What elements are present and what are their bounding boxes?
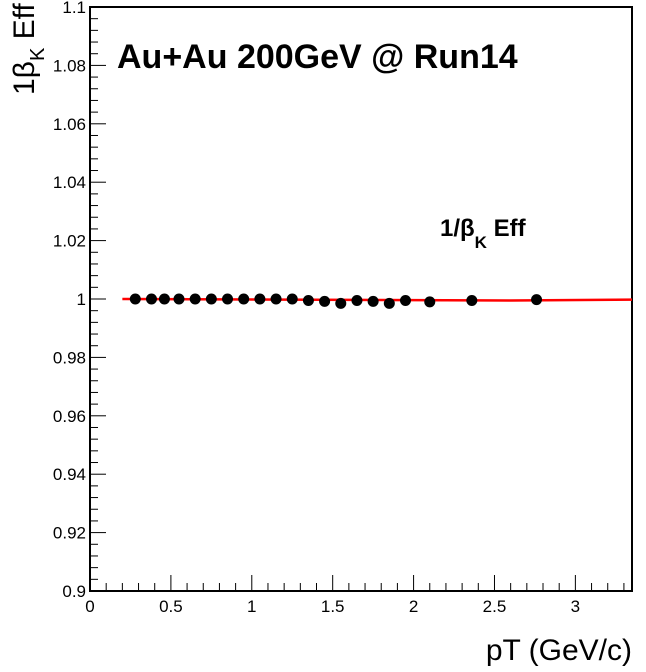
y-tick-label: 0.96 bbox=[53, 407, 86, 426]
axis-ticks bbox=[89, 6, 625, 592]
data-point bbox=[351, 294, 363, 306]
y-tick-label: 0.94 bbox=[53, 465, 86, 484]
y-tick-label: 0.98 bbox=[53, 348, 86, 367]
data-point bbox=[399, 294, 411, 306]
x-tick-label: 3 bbox=[571, 597, 580, 616]
y-axis-title-sub: K bbox=[27, 47, 49, 61]
chart-title: Au+Au 200GeV @ Run14 bbox=[117, 38, 518, 76]
svg-text:1/βK Eff: 1/βK Eff bbox=[440, 215, 527, 252]
data-point bbox=[367, 295, 379, 307]
y-tick-label: 1.02 bbox=[53, 232, 86, 251]
x-tick-label: 0.5 bbox=[159, 597, 183, 616]
legend-sub: K bbox=[475, 233, 488, 252]
x-tick-label: 1.5 bbox=[321, 597, 345, 616]
legend-prefix: 1/β bbox=[440, 215, 475, 242]
data-point bbox=[173, 293, 185, 305]
data-point bbox=[129, 293, 141, 305]
y-tick-label: 0.9 bbox=[62, 582, 86, 601]
data-point bbox=[286, 293, 298, 305]
fit-line bbox=[122, 297, 633, 302]
data-point bbox=[222, 293, 234, 305]
x-tick-label: 0 bbox=[85, 597, 94, 616]
y-tick-labels: 0.9 0.92 0.94 0.96 0.98 1 1.02 1.04 1.06 1.08 1.1 bbox=[53, 0, 86, 601]
data-series bbox=[122, 293, 633, 309]
x-tick-labels: 0 0.5 1 1.5 2 2.5 3 bbox=[85, 597, 580, 616]
x-tick-label: 2.5 bbox=[483, 597, 507, 616]
data-point bbox=[319, 295, 331, 307]
data-point bbox=[302, 294, 314, 306]
y-axis-title-suffix: Eff bbox=[8, 3, 41, 48]
y-tick-label: 0.92 bbox=[53, 524, 86, 543]
svg-text:1βK Eff: 1βK Eff bbox=[8, 3, 49, 95]
legend-suffix: Eff bbox=[487, 215, 527, 242]
x-tick-label: 1 bbox=[247, 597, 256, 616]
y-tick-label: 1.08 bbox=[53, 56, 86, 75]
data-point bbox=[189, 293, 201, 305]
y-tick-label: 1.1 bbox=[62, 0, 86, 17]
data-point bbox=[424, 296, 436, 308]
y-axis-title-prefix: 1β bbox=[8, 61, 41, 95]
data-point bbox=[383, 297, 395, 309]
data-point bbox=[158, 293, 170, 305]
data-point bbox=[466, 294, 478, 306]
y-axis-title: 1βK Eff bbox=[8, 3, 49, 95]
data-point bbox=[238, 293, 250, 305]
legend-entry: 1/βK Eff bbox=[440, 215, 527, 252]
data-point bbox=[254, 293, 266, 305]
x-tick-label: 2 bbox=[409, 597, 418, 616]
x-axis-title: pT (GeV/c) bbox=[486, 634, 632, 667]
y-tick-label: 1 bbox=[77, 290, 86, 309]
data-point bbox=[145, 293, 157, 305]
data-point bbox=[270, 293, 282, 305]
data-point bbox=[205, 293, 217, 305]
y-tick-label: 1.06 bbox=[53, 115, 86, 134]
data-point bbox=[531, 294, 543, 306]
y-tick-label: 1.04 bbox=[53, 173, 86, 192]
data-point bbox=[335, 297, 347, 309]
